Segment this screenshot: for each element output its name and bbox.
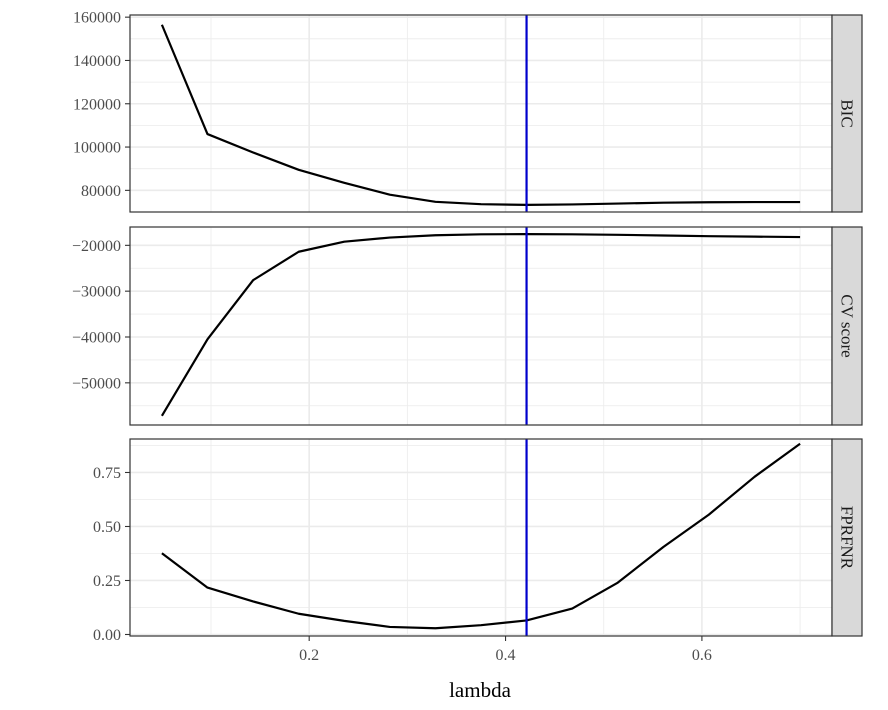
facet-strip-label: CV score xyxy=(838,294,857,357)
y-tick-label: 100000 xyxy=(73,140,121,157)
facet-bic: 80000 100000 120000 140000 160000 BIC xyxy=(73,10,863,213)
facet-panels: 80000 100000 120000 140000 160000 BIC −50000 −4… xyxy=(72,10,863,664)
x-tick-label: 0.2 xyxy=(299,647,319,664)
series-line-fprfnr xyxy=(161,442,801,630)
y-tick-label: 120000 xyxy=(73,96,121,113)
y-tick-label: −50000 xyxy=(72,375,121,392)
y-tick-label: −20000 xyxy=(72,238,121,255)
series-line-bic xyxy=(160,24,801,206)
y-tick-label: 0.25 xyxy=(93,573,121,590)
y-tick-label: 0.50 xyxy=(93,519,121,536)
y-tick-label: 0.75 xyxy=(93,465,121,482)
x-axis-title: lambda xyxy=(449,678,511,702)
series-line-cv-score xyxy=(160,233,801,417)
panel-background xyxy=(130,15,832,212)
facet-cv-score: −50000 −40000 −30000 −20000 CV score xyxy=(72,226,863,426)
y-tick-label: 160000 xyxy=(73,10,121,27)
x-tick-label: 0.6 xyxy=(692,647,712,664)
facet-strip-label: BIC xyxy=(838,99,857,127)
panel-background xyxy=(130,227,832,425)
facet-strip xyxy=(831,14,863,213)
x-tick-label: 0.4 xyxy=(496,647,516,664)
facet-strip-label: FPRFNR xyxy=(838,506,857,570)
y-tick-label: 0.00 xyxy=(93,627,121,644)
panel-background xyxy=(130,439,832,636)
facet-strip xyxy=(831,226,863,426)
facet-fprfnr: 0.00 0.25 0.50 0.75 FPRFNR 0.2 0.4 0.6 xyxy=(93,438,863,664)
y-tick-label: −40000 xyxy=(72,330,121,347)
y-tick-label: 140000 xyxy=(73,53,121,70)
facet-strip xyxy=(831,438,863,637)
y-tick-label: 80000 xyxy=(81,183,121,200)
y-tick-label: −30000 xyxy=(72,284,121,301)
